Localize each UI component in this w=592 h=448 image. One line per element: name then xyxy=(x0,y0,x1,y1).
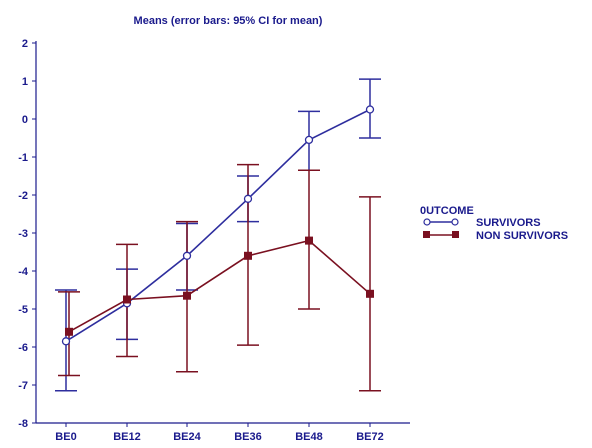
y-tick-label: -7 xyxy=(18,380,28,392)
y-tick-label: -2 xyxy=(18,190,28,202)
data-point-survivors xyxy=(304,135,314,145)
axes: 2 1 0 -1 -2 -3 -4 -5 -6 -7 -8 BE0 BE12 BE24 BE36 BE48 BE… xyxy=(18,38,410,443)
data-point-survivors xyxy=(61,337,71,346)
x-tick-label: BE48 xyxy=(295,431,323,443)
legend-marker-end xyxy=(451,218,459,226)
data-point-non-survivors xyxy=(305,236,313,245)
legend-label: SURVIVORS xyxy=(476,217,541,229)
y-tick-label: -3 xyxy=(18,228,28,240)
x-tick-label: BE24 xyxy=(173,431,201,443)
data-point-non-survivors xyxy=(366,289,374,298)
data-point-survivors xyxy=(182,251,192,260)
legend-label: NON SURVIVORS xyxy=(476,230,568,242)
data-point-non-survivors xyxy=(65,327,73,336)
y-tick-label: -6 xyxy=(18,342,28,354)
series-line-non-survivors xyxy=(68,239,371,333)
legend-marker-start xyxy=(423,218,431,226)
data-point-non-survivors xyxy=(123,295,131,304)
y-tick-label: -5 xyxy=(18,304,28,316)
y-tick-label: 1 xyxy=(22,76,28,88)
y-tick-label: -8 xyxy=(18,418,28,430)
legend-marker-start xyxy=(423,231,430,238)
y-tick-label: -1 xyxy=(18,152,28,164)
data-point-survivors xyxy=(365,105,375,114)
markers xyxy=(61,105,375,346)
x-tick-label: BE0 xyxy=(55,431,76,443)
series-lines xyxy=(65,108,371,342)
data-point-non-survivors xyxy=(183,291,191,300)
legend-title: 0UTCOME xyxy=(420,205,474,217)
legend-marker-end xyxy=(452,231,459,238)
y-tick-label: 2 xyxy=(22,38,28,50)
x-tick-label: BE72 xyxy=(356,431,384,443)
error-bars xyxy=(55,78,381,392)
x-tick-label: BE36 xyxy=(234,431,262,443)
y-tick-label: 0 xyxy=(22,114,28,126)
data-point-non-survivors xyxy=(244,251,252,260)
y-tick-label: -4 xyxy=(18,266,29,278)
data-point-survivors xyxy=(243,194,253,203)
series-line-survivors xyxy=(65,108,371,342)
chart-title: Means (error bars: 95% CI for mean) xyxy=(134,15,323,27)
x-tick-label: BE12 xyxy=(113,431,141,443)
